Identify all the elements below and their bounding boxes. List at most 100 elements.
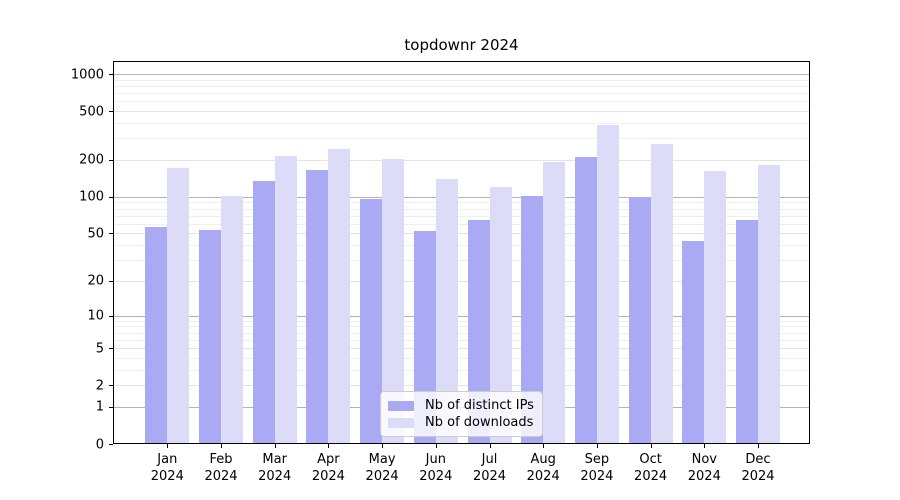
y-axis-tick-label: 0 [95, 437, 104, 452]
bar-jan-downloads [167, 167, 190, 443]
x-axis-tick [328, 444, 329, 448]
y-axis-tick-label: 1 [95, 399, 104, 415]
bar-nov-downloads [704, 171, 727, 443]
chart-title: topdownr 2024 [404, 36, 519, 54]
gridline [114, 358, 809, 359]
gridline [114, 245, 809, 246]
bar-oct-downloads [650, 144, 673, 443]
y-axis-tick-label: 2 [95, 378, 104, 394]
y-axis-tick-label: 20 [87, 273, 104, 289]
bar-feb-downloads [221, 196, 243, 443]
bar-jun-distinct-ips [413, 231, 436, 443]
gridline [114, 316, 809, 317]
x-axis-tick [275, 444, 276, 448]
x-axis-tick [221, 444, 222, 448]
gridline [114, 333, 809, 334]
x-axis-tick [490, 444, 491, 448]
y-axis-tick [109, 316, 113, 317]
y-axis-tick [109, 197, 113, 198]
legend-swatch-distinct-ips [388, 400, 414, 411]
bar-jan-distinct-ips [145, 227, 168, 443]
gridline [114, 370, 809, 371]
x-axis-label-feb: Feb 2024 [204, 452, 238, 484]
x-axis-tick [758, 444, 759, 448]
legend-item-distinct-ips: Nb of distinct IPs [388, 398, 534, 413]
x-axis-tick [704, 444, 705, 448]
bar-jun-downloads [435, 178, 458, 443]
bar-nov-distinct-ips [682, 241, 705, 443]
gridline [114, 138, 809, 139]
gridline [114, 197, 809, 198]
bar-apr-downloads [328, 149, 351, 443]
plot-area [113, 61, 810, 444]
x-axis-label-oct: Oct 2024 [634, 452, 668, 484]
bar-oct-distinct-ips [628, 196, 651, 443]
y-axis-tick [109, 281, 113, 282]
x-axis-label-dec: Dec 2024 [741, 452, 775, 484]
bar-jul-distinct-ips [467, 219, 490, 443]
gridline [114, 260, 809, 261]
bar-sep-distinct-ips [574, 157, 597, 443]
y-axis-tick-label: 10 [87, 308, 104, 324]
legend-item-downloads: Nb of downloads [388, 415, 533, 430]
y-axis-tick [109, 407, 113, 408]
gridline [114, 326, 809, 327]
x-axis-tick [543, 444, 544, 448]
x-axis-label-aug: Aug 2024 [526, 452, 560, 484]
x-axis-label-nov: Nov 2024 [687, 452, 721, 484]
x-axis-tick [436, 444, 437, 448]
y-axis-tick [109, 74, 113, 75]
bar-dec-downloads [758, 165, 780, 443]
gridline [114, 111, 809, 112]
bar-sep-downloads [596, 125, 619, 443]
gridline [114, 216, 809, 217]
gridline [114, 160, 809, 161]
bar-mar-downloads [274, 155, 297, 443]
bar-aug-downloads [543, 162, 566, 443]
bar-mar-distinct-ips [252, 181, 275, 443]
gridline [114, 80, 809, 81]
gridline [114, 209, 809, 210]
gridline [114, 93, 809, 94]
x-axis-label-apr: Apr 2024 [311, 452, 345, 484]
x-axis-label-mar: Mar 2024 [258, 452, 292, 484]
y-axis-tick [109, 348, 113, 349]
y-axis-tick [109, 111, 113, 112]
bar-may-distinct-ips [360, 199, 383, 443]
bar-apr-distinct-ips [306, 169, 329, 443]
y-axis-tick [109, 385, 113, 386]
chart-legend: Nb of distinct IPs Nb of downloads [380, 391, 543, 437]
gridline [114, 348, 809, 349]
y-axis-tick [109, 444, 113, 445]
gridline [114, 86, 809, 87]
gridline [114, 321, 809, 322]
gridline [114, 385, 809, 386]
bar-dec-distinct-ips [736, 220, 758, 443]
y-axis-tick-label: 100 [79, 189, 104, 205]
gridline [114, 101, 809, 102]
y-axis-tick-label: 200 [79, 152, 104, 168]
bar-aug-distinct-ips [521, 196, 544, 443]
gridline [114, 233, 809, 234]
y-axis-tick-label: 500 [79, 104, 104, 120]
y-axis-tick-label: 1000 [70, 67, 104, 82]
bar-may-downloads [382, 159, 405, 443]
gridline [114, 340, 809, 341]
x-axis-tick [382, 444, 383, 448]
x-axis-label-sep: Sep 2024 [580, 452, 614, 484]
gridline [114, 123, 809, 124]
x-axis-label-jun: Jun 2024 [419, 452, 453, 484]
gridline [114, 224, 809, 225]
x-axis-tick [167, 444, 168, 448]
x-axis-tick [651, 444, 652, 448]
x-axis-label-jan: Jan 2024 [150, 452, 184, 484]
x-axis-label-jul: Jul 2024 [472, 452, 507, 484]
bar-feb-distinct-ips [199, 230, 221, 443]
bar-jul-downloads [489, 187, 512, 443]
y-axis-tick-label: 5 [95, 341, 104, 357]
gridline [114, 74, 809, 75]
gridline [114, 281, 809, 282]
x-axis-label-may: May 2024 [365, 452, 399, 484]
legend-swatch-downloads [388, 417, 414, 428]
